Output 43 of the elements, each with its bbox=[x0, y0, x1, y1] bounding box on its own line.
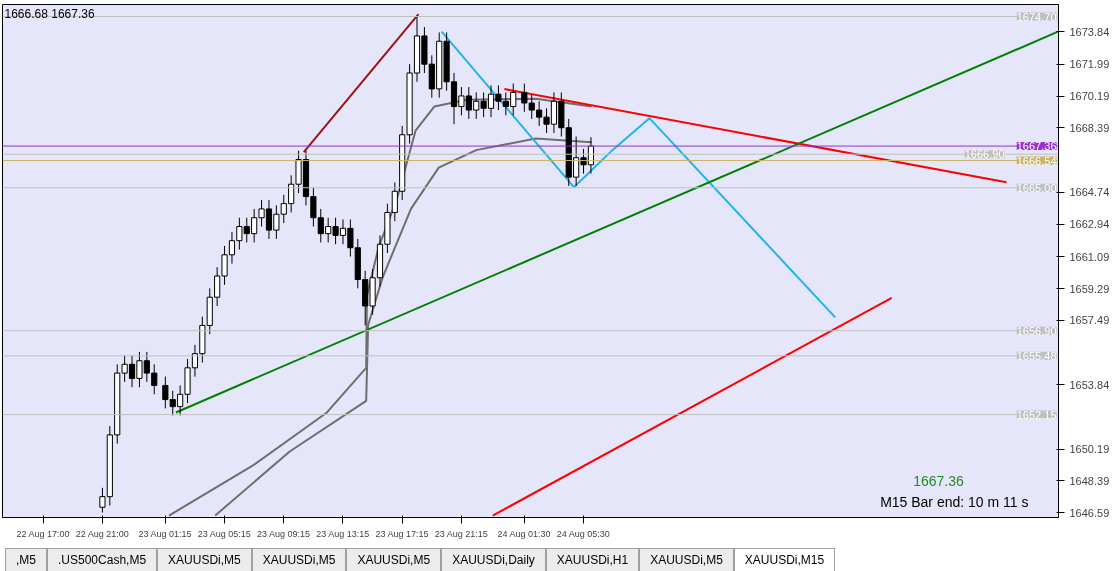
y-tick-label: 1673.84 bbox=[1069, 25, 1110, 38]
x-tick-label: 23 Aug 21:15 bbox=[434, 528, 488, 539]
ref-line-label: 1667.36 bbox=[1016, 140, 1057, 153]
annotation: M15 Bar end: 10 m 11 s bbox=[880, 493, 1029, 510]
annotation: 1667.36 bbox=[913, 472, 965, 489]
y-tick-label: 1671.99 bbox=[1069, 58, 1110, 71]
annotation: 1666.68 1667.36 bbox=[4, 6, 95, 21]
ref-line-label: 1666.90 bbox=[964, 148, 1005, 161]
y-tick-label: 1664.74 bbox=[1069, 186, 1110, 199]
text: XAUUSDi,H1 bbox=[545, 548, 640, 571]
x-tick-label: 23 Aug 17:15 bbox=[375, 528, 429, 539]
text: XAUUSDi,M15 bbox=[733, 548, 836, 571]
x-tick-label: 23 Aug 01:15 bbox=[138, 528, 192, 539]
x-tick-label: 23 Aug 09:15 bbox=[257, 528, 311, 539]
y-tick-label: 1657.49 bbox=[1069, 314, 1110, 327]
x-tick-label: 22 Aug 17:00 bbox=[16, 528, 70, 539]
y-tick-label: 1650.19 bbox=[1069, 443, 1110, 456]
text: XAUUSDi,M5 bbox=[639, 548, 734, 571]
text: XAUUSDi,M5 bbox=[346, 548, 442, 571]
ref-line-label: 1656.90 bbox=[1016, 324, 1057, 337]
y-tick-label: 1670.19 bbox=[1069, 90, 1110, 103]
y-tick-label: 1668.39 bbox=[1069, 121, 1110, 134]
ref-line-label: 1652.15 bbox=[1016, 408, 1057, 421]
y-tick-label: 1648.39 bbox=[1069, 474, 1110, 487]
y-tick-label: 1659.29 bbox=[1069, 282, 1110, 295]
y-tick-label: 1661.09 bbox=[1069, 250, 1110, 263]
x-tick-label: 24 Aug 01:30 bbox=[497, 528, 551, 539]
text: XAUUSDi,M5 bbox=[157, 548, 252, 571]
x-tick-label: 22 Aug 21:00 bbox=[75, 528, 129, 539]
text: .US500Cash,M5 bbox=[47, 548, 158, 571]
x-tick-label: 24 Aug 05:30 bbox=[556, 528, 610, 539]
y-tick-label: 1662.94 bbox=[1069, 218, 1110, 231]
text: ,M5 bbox=[5, 548, 48, 571]
ref-line-label: 1666.54 bbox=[1016, 154, 1057, 167]
text: XAUUSDi,M5 bbox=[251, 548, 347, 571]
y-tick-label: 1646.59 bbox=[1069, 506, 1110, 519]
ref-line-label: 1674.70 bbox=[1016, 10, 1057, 23]
x-tick-label: 23 Aug 05:15 bbox=[197, 528, 251, 539]
text: XAUUSDi,Daily bbox=[441, 548, 546, 571]
x-tick-label: 23 Aug 13:15 bbox=[316, 528, 370, 539]
y-tick-label: 1653.84 bbox=[1069, 378, 1110, 391]
ref-line-label: 1655.48 bbox=[1016, 349, 1057, 362]
ref-line-label: 1665.00 bbox=[1016, 181, 1057, 194]
